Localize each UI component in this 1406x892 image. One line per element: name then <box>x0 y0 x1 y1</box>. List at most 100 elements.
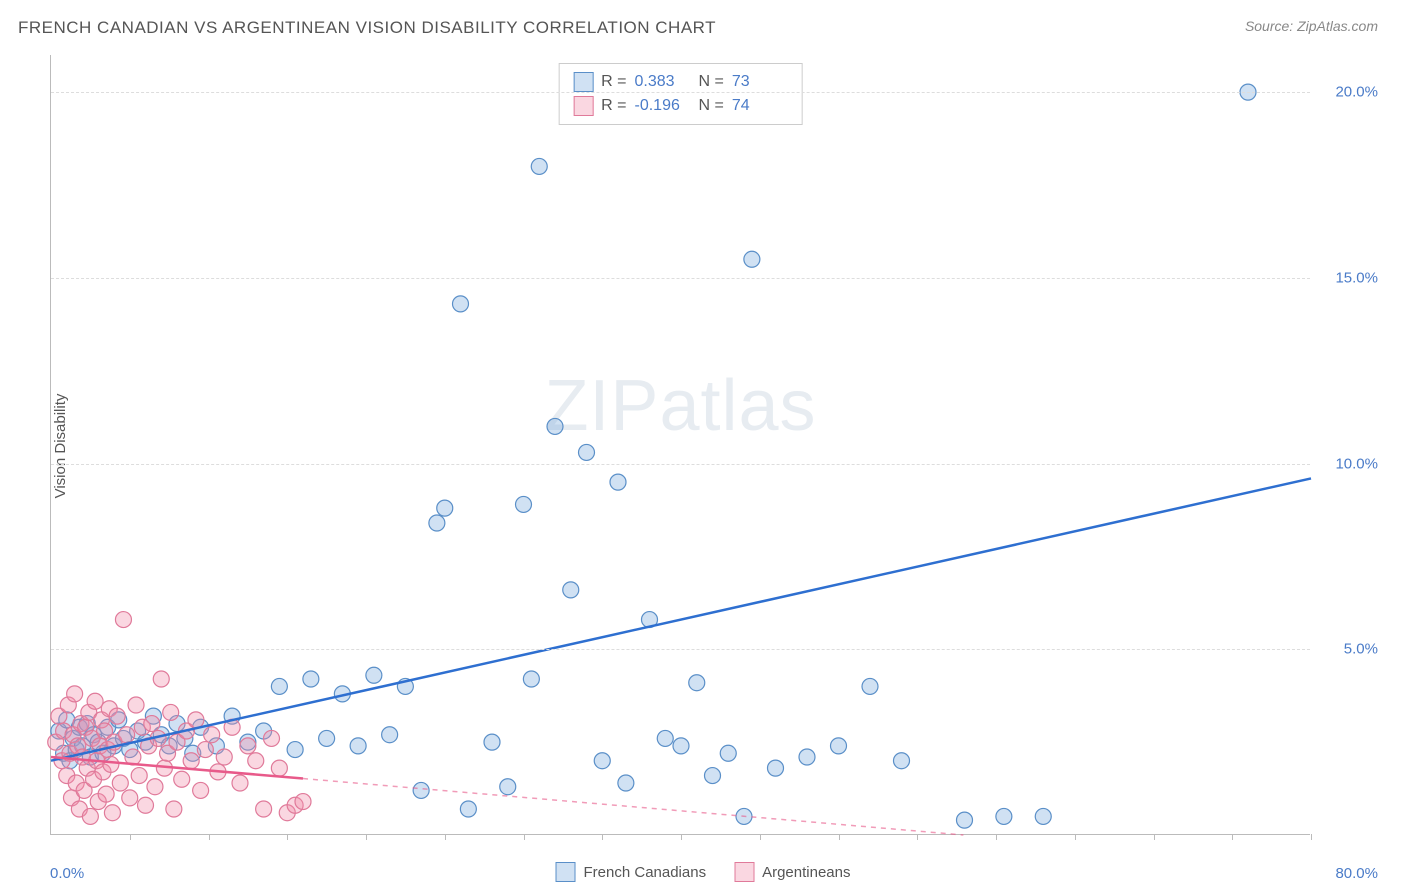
data-point <box>350 738 366 754</box>
data-point <box>500 779 516 795</box>
data-point <box>516 496 532 512</box>
data-point <box>453 296 469 312</box>
chart-title: FRENCH CANADIAN VS ARGENTINEAN VISION DI… <box>18 18 716 38</box>
data-point <box>673 738 689 754</box>
data-point <box>460 801 476 817</box>
data-point <box>1035 808 1051 824</box>
legend-swatch <box>573 96 593 116</box>
data-point <box>295 794 311 810</box>
data-point <box>240 738 256 754</box>
correlation-legend-row: R = -0.196 N = 74 <box>573 94 788 118</box>
x-tick <box>130 834 131 840</box>
legend-label: French Canadians <box>584 864 707 881</box>
data-point <box>862 678 878 694</box>
legend-item[interactable]: Argentineans <box>734 862 850 882</box>
data-point <box>437 500 453 516</box>
y-tick-label: 10.0% <box>1335 455 1378 472</box>
data-point <box>303 671 319 687</box>
data-point <box>104 805 120 821</box>
x-tick <box>1154 834 1155 840</box>
data-point <box>484 734 500 750</box>
data-point <box>166 801 182 817</box>
correlation-legend-row: R = 0.383 N = 73 <box>573 70 788 94</box>
source-prefix: Source: <box>1245 18 1293 34</box>
data-point <box>957 812 973 828</box>
x-tick <box>917 834 918 840</box>
x-axis-min-label: 0.0% <box>50 865 84 882</box>
x-tick <box>287 834 288 840</box>
r-value: 0.383 <box>635 70 691 94</box>
source-link[interactable]: ZipAtlas.com <box>1297 18 1378 34</box>
data-point <box>98 786 114 802</box>
data-point <box>831 738 847 754</box>
gridline <box>51 92 1310 93</box>
data-point <box>610 474 626 490</box>
data-point <box>204 727 220 743</box>
n-label: N = <box>699 94 724 118</box>
data-point <box>248 753 264 769</box>
gridline <box>51 649 1310 650</box>
r-value: -0.196 <box>635 94 691 118</box>
data-point <box>287 742 303 758</box>
data-point <box>109 708 125 724</box>
x-axis-max-label: 80.0% <box>1335 865 1378 882</box>
data-point <box>153 671 169 687</box>
r-label: R = <box>601 70 626 94</box>
x-tick <box>602 834 603 840</box>
data-point <box>67 686 83 702</box>
data-point <box>147 779 163 795</box>
legend-swatch <box>573 72 593 92</box>
scatter-svg <box>51 55 1310 834</box>
gridline <box>51 278 1310 279</box>
data-point <box>188 712 204 728</box>
data-point <box>657 730 673 746</box>
data-point <box>256 801 272 817</box>
data-point <box>232 775 248 791</box>
x-tick <box>760 834 761 840</box>
x-tick <box>839 834 840 840</box>
x-tick <box>1232 834 1233 840</box>
data-point <box>799 749 815 765</box>
data-point <box>594 753 610 769</box>
x-tick <box>1075 834 1076 840</box>
gridline <box>51 464 1310 465</box>
data-point <box>87 693 103 709</box>
data-point <box>183 753 199 769</box>
data-point <box>138 797 154 813</box>
data-point <box>996 808 1012 824</box>
data-point <box>382 727 398 743</box>
data-point <box>523 671 539 687</box>
data-point <box>271 678 287 694</box>
x-tick <box>524 834 525 840</box>
data-point <box>163 704 179 720</box>
data-point <box>366 667 382 683</box>
data-point <box>197 742 213 758</box>
data-point <box>264 730 280 746</box>
data-point <box>112 775 128 791</box>
data-point <box>103 756 119 772</box>
n-value: 74 <box>732 94 788 118</box>
trend-line <box>51 478 1311 760</box>
data-point <box>119 727 135 743</box>
y-tick-label: 15.0% <box>1335 269 1378 286</box>
data-point <box>720 745 736 761</box>
source-attribution: Source: ZipAtlas.com <box>1245 18 1378 34</box>
data-point <box>122 790 138 806</box>
correlation-legend: R = 0.383 N = 73 R = -0.196 N = 74 <box>558 63 803 125</box>
y-tick-label: 5.0% <box>1344 641 1378 658</box>
data-point <box>744 251 760 267</box>
data-point <box>768 760 784 776</box>
legend-swatch <box>734 862 754 882</box>
data-point <box>618 775 634 791</box>
data-point <box>894 753 910 769</box>
data-point <box>547 418 563 434</box>
legend-item[interactable]: French Canadians <box>556 862 707 882</box>
data-point <box>563 582 579 598</box>
r-label: R = <box>601 94 626 118</box>
data-point <box>429 515 445 531</box>
x-tick <box>366 834 367 840</box>
x-tick <box>209 834 210 840</box>
x-tick <box>445 834 446 840</box>
n-label: N = <box>699 70 724 94</box>
data-point <box>131 768 147 784</box>
